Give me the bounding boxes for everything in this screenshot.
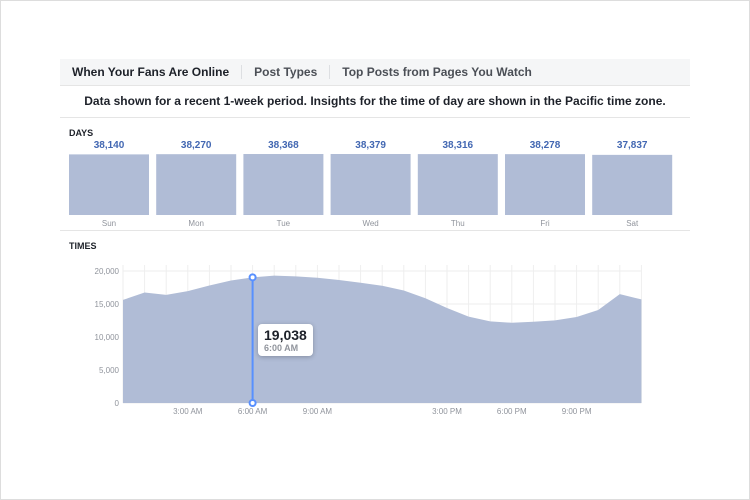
day-bar	[505, 154, 585, 215]
day-tick-label: Sun	[102, 219, 116, 228]
tab-top-posts[interactable]: Top Posts from Pages You Watch	[342, 65, 532, 79]
x-tick-label: 9:00 AM	[303, 407, 333, 416]
day-value-label: 38,316	[443, 140, 474, 151]
area-series	[123, 275, 642, 403]
day-bar	[69, 154, 149, 215]
day-value-label: 37,837	[617, 140, 648, 151]
day-bar	[243, 154, 324, 215]
day-value-label: 38,379	[355, 140, 386, 151]
tooltip-value: 19,038	[264, 327, 307, 343]
day-tick-label: Sat	[626, 219, 639, 228]
divider	[60, 230, 690, 231]
x-tick-label: 3:00 AM	[173, 407, 203, 416]
hover-base-point	[248, 399, 257, 407]
day-value-label: 38,140	[94, 140, 125, 151]
tooltip: 19,038 6:00 AM	[258, 324, 313, 356]
day-tick-label: Fri	[540, 219, 550, 228]
divider	[60, 117, 690, 118]
tab-post-types[interactable]: Post Types	[242, 65, 331, 79]
day-bar	[417, 154, 498, 215]
day-tick-label: Mon	[188, 219, 204, 228]
day-tick-label: Wed	[362, 219, 378, 228]
days-title: DAYS	[69, 128, 94, 138]
x-tick-label: 6:00 AM	[238, 407, 268, 416]
days-bar-chart: 38,140 Sun 38,270 Mon 38,368 Tue 38,379 Wed 38,3…	[69, 140, 673, 228]
x-tick-label: 6:00 PM	[497, 407, 527, 416]
y-tick-label: 20,000	[95, 267, 120, 276]
tab-bar: When Your Fans Are Online Post Types Top…	[60, 59, 690, 86]
day-tick-label: Thu	[451, 219, 465, 228]
tab-fans-online[interactable]: When Your Fans Are Online	[60, 65, 243, 79]
day-bar	[330, 154, 411, 215]
y-tick-label: 15,000	[95, 300, 120, 309]
day-tick-label: Tue	[277, 219, 291, 228]
day-bar	[592, 154, 673, 215]
day-bar	[156, 154, 237, 215]
tooltip-time: 6:00 AM	[264, 343, 299, 353]
day-value-label: 38,368	[268, 140, 299, 151]
hover-point	[248, 273, 257, 282]
day-value-label: 38,278	[530, 140, 561, 151]
x-tick-label: 9:00 PM	[562, 407, 592, 416]
times-area-chart: 0 5,000 10,000 15,000 20,000 3:00 AM 6:00 AM 9:…	[95, 265, 642, 416]
day-value-label: 38,270	[181, 140, 212, 151]
period-note: Data shown for a recent 1-week period. I…	[84, 94, 666, 108]
y-tick-label: 5,000	[99, 366, 120, 375]
y-tick-label: 0	[115, 399, 120, 408]
y-tick-label: 10,000	[95, 333, 120, 342]
times-title: TIMES	[69, 241, 97, 251]
x-tick-label: 3:00 PM	[432, 407, 462, 416]
